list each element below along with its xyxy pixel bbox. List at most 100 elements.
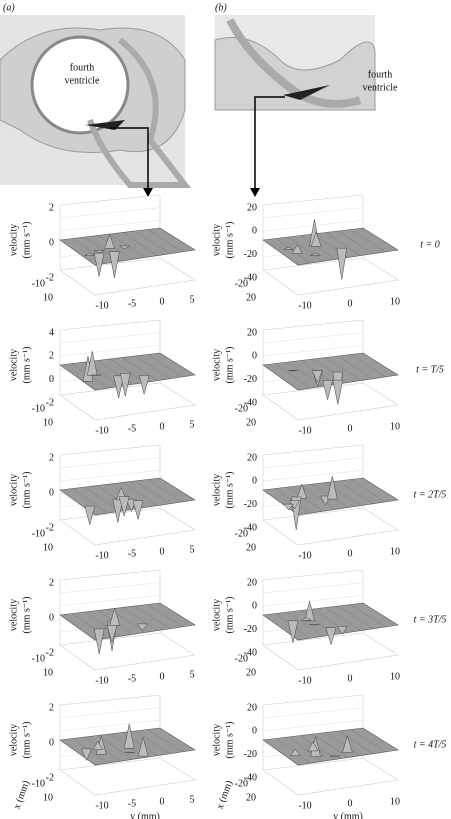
z-axis-title: (mm s⁻¹) — [224, 472, 235, 509]
surface-peak — [336, 247, 348, 280]
surface-mesh — [134, 230, 171, 254]
grid-line — [262, 707, 364, 719]
y-tick-label: 10 — [390, 421, 400, 432]
surface-peak — [81, 748, 92, 762]
box-edge — [262, 194, 364, 206]
z-tick-label: -40 — [244, 772, 257, 783]
y-tick-label: 10 — [390, 296, 400, 307]
box-floor — [59, 632, 196, 671]
anatomy-b — [214, 15, 376, 197]
x-tick-label: -10 — [32, 278, 45, 289]
y-tick-label: -10 — [95, 550, 108, 561]
x-tick-label: 10 — [43, 292, 53, 303]
y-tick-label: -5 — [128, 673, 136, 684]
surface-peak — [93, 252, 105, 277]
z-tick-label: 2 — [49, 202, 54, 213]
y-axis-title: y (mm) — [130, 811, 160, 819]
z-axis-title: velocity — [211, 474, 222, 506]
z-tick-label: 0 — [49, 237, 54, 248]
z-tick-label: 0 — [252, 351, 257, 362]
z-axis-title: (mm s⁻¹) — [21, 222, 32, 259]
y-tick-label: 10 — [390, 671, 400, 682]
y-tick-label: 0 — [348, 673, 353, 684]
grid-line — [262, 207, 364, 219]
surface-peak — [300, 617, 313, 621]
z-tick-label: -2 — [46, 772, 54, 783]
surface-peak — [283, 246, 294, 250]
surface-mesh — [287, 611, 324, 637]
surface-mesh — [350, 479, 386, 503]
z-axis-title: velocity — [211, 599, 222, 631]
y-tick-label: 0 — [160, 421, 165, 432]
y-tick-label: 0 — [348, 298, 353, 309]
z-tick-label: 0 — [49, 612, 54, 623]
surface-mesh — [312, 733, 349, 758]
x-tick-label: -20 — [235, 528, 248, 539]
surface-peak — [310, 252, 321, 256]
surface-mesh — [312, 358, 349, 383]
x-tick-label: -20 — [235, 278, 248, 289]
grid-line — [59, 719, 161, 732]
y-tick-label: -5 — [128, 548, 136, 559]
surface-mesh — [122, 357, 158, 381]
z-axis-title: (mm s⁻¹) — [21, 597, 32, 634]
y-tick-label: 5 — [190, 669, 195, 680]
z-tick-label: 2 — [49, 351, 54, 362]
surface-mesh — [122, 482, 158, 506]
anatomy-label: fourth — [368, 69, 392, 80]
z-tick-label: 0 — [49, 737, 54, 748]
y-tick-label: 0 — [348, 423, 353, 434]
z-tick-label: 20 — [247, 452, 257, 463]
z-axis-title: velocity — [211, 349, 222, 381]
surface-peak — [138, 375, 150, 396]
z-axis-title: (mm s⁻¹) — [21, 472, 32, 509]
z-tick-label: 20 — [247, 327, 257, 338]
surface-mesh — [122, 607, 158, 631]
surface-peak — [336, 626, 348, 635]
y-tick-label: -10 — [298, 675, 311, 686]
surface-peak — [309, 624, 320, 626]
surface — [262, 727, 399, 766]
z-tick-label: -40 — [244, 397, 257, 408]
surface-mesh — [147, 479, 183, 503]
box-edge — [59, 694, 161, 706]
y-tick-label: -10 — [95, 300, 108, 311]
y-tick-label: 0 — [348, 798, 353, 809]
surface-mesh — [134, 730, 171, 754]
z-tick-label: 20 — [247, 702, 257, 713]
surface-peak — [104, 233, 116, 249]
grid-line — [262, 469, 364, 482]
z-tick-label: 2 — [49, 702, 54, 713]
z-tick-label: 4 — [49, 327, 54, 338]
z-tick-label: -2 — [46, 647, 54, 658]
surface-peak — [93, 628, 105, 655]
x-tick-label: -10 — [32, 403, 45, 414]
surface-mesh — [337, 605, 374, 629]
z-tick-label: 0 — [49, 374, 54, 385]
surface-peak — [322, 380, 333, 401]
surface-mesh — [287, 486, 324, 512]
box-edge — [262, 319, 364, 331]
z-tick-label: -20 — [244, 499, 257, 510]
grid-line — [262, 457, 364, 469]
grid-line — [59, 457, 161, 469]
x-tick-label: 20 — [246, 542, 256, 553]
x-tick-label: -10 — [32, 778, 45, 789]
grid-line — [59, 207, 161, 219]
z-axis-title: velocity — [8, 349, 19, 381]
surface-mesh — [275, 363, 311, 389]
z-tick-label: -20 — [244, 374, 257, 385]
time-label: t = T/5 — [416, 364, 444, 375]
z-tick-label: 20 — [247, 577, 257, 588]
surface-mesh — [350, 229, 386, 253]
surface-peak — [291, 244, 303, 254]
z-axis-title: (mm s⁻¹) — [224, 597, 235, 634]
z-tick-label: 20 — [247, 202, 257, 213]
surface-peak — [311, 370, 323, 384]
surface-peak — [109, 251, 120, 278]
surface-peak — [137, 736, 149, 757]
surface-peak — [289, 748, 301, 757]
anatomy-label: fourth — [70, 62, 94, 73]
surface-mesh — [147, 354, 183, 378]
x-tick-label: -10 — [32, 653, 45, 664]
